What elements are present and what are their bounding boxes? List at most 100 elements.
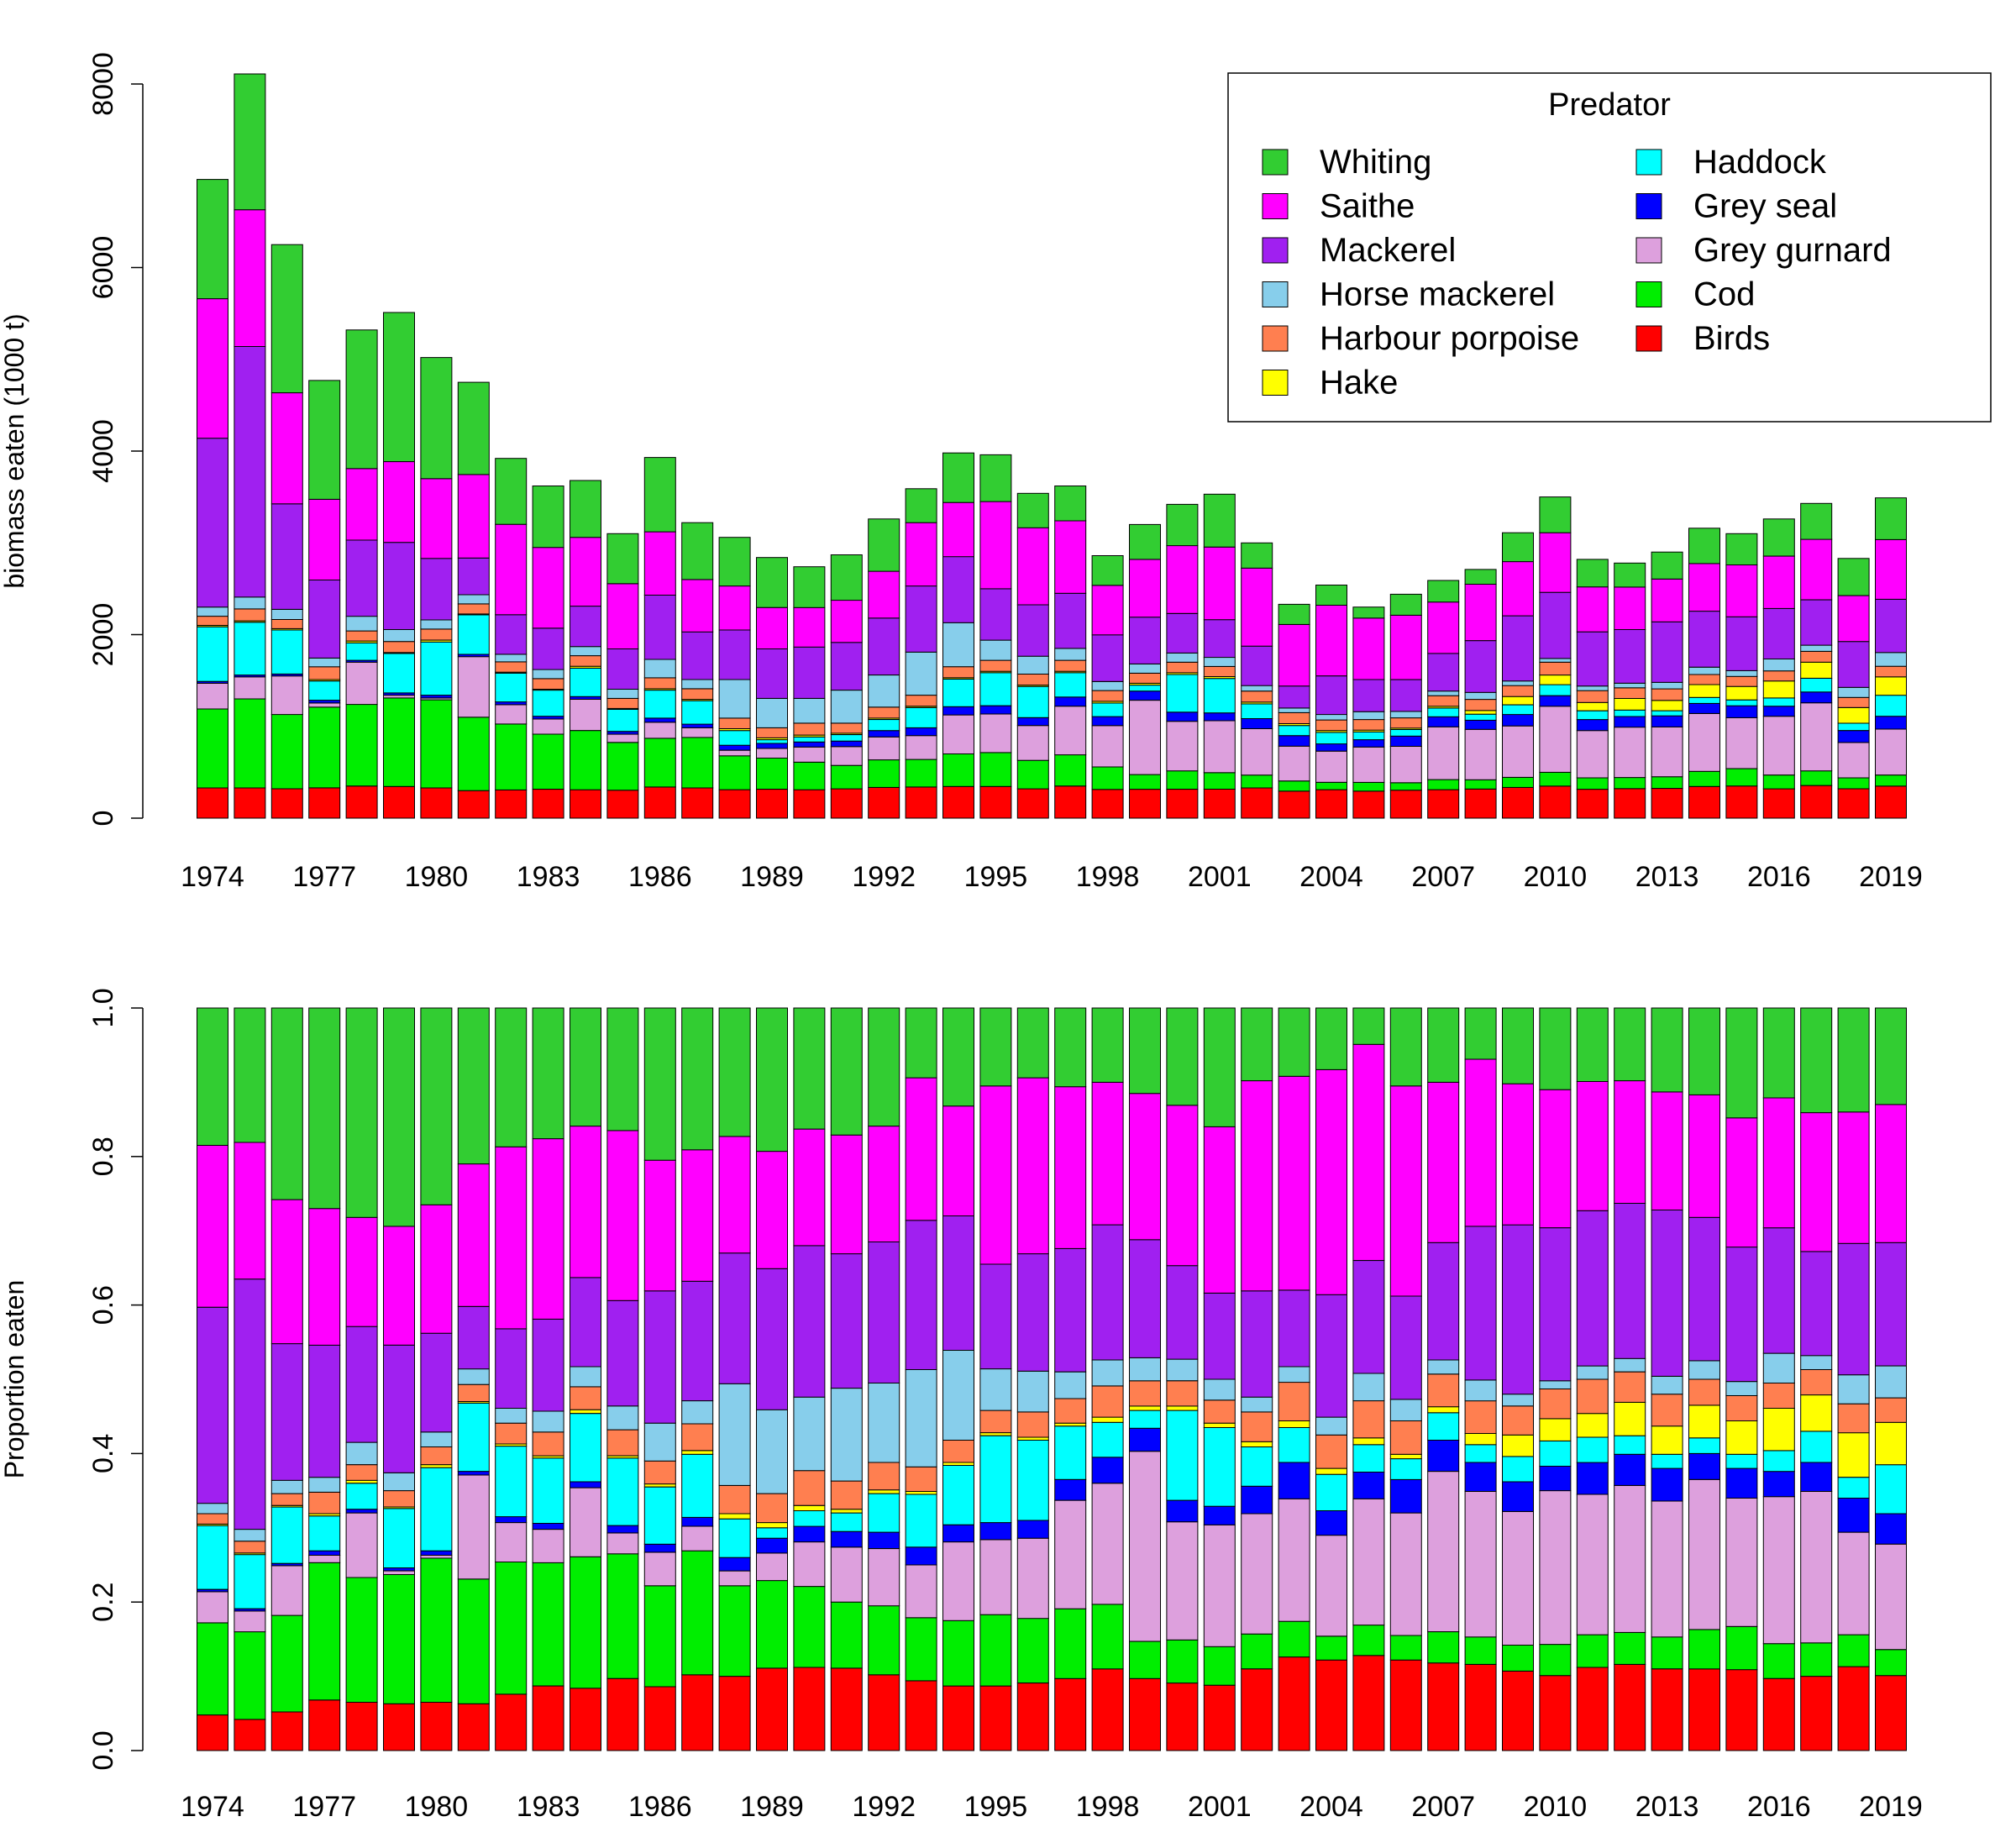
proportion-bar-2005-harbour-porpoise bbox=[1352, 1400, 1385, 1439]
biomass-x-axis: 1974 1977 1980 1983 1986 1989 1992 1995 1998 2001… bbox=[181, 861, 1923, 893]
proportion-bar-1997-grey-gurnard bbox=[1054, 1499, 1087, 1609]
proportion-bar-1997-grey-seal bbox=[1054, 1478, 1087, 1501]
biomass-bar-1976-harbour-porpoise bbox=[270, 619, 303, 629]
biomass-bar-1983-horse-mackerel bbox=[532, 669, 564, 680]
biomass-bar-1999-birds bbox=[1129, 789, 1161, 819]
proportion-bar-1998-whiting bbox=[1091, 1007, 1124, 1083]
biomass-bar-2016-hake bbox=[1762, 680, 1795, 699]
proportion-bar-2004-grey-gurnard bbox=[1315, 1535, 1347, 1637]
proportion-bar-1984-horse-mackerel bbox=[570, 1366, 601, 1388]
proportion-bar-1976-saithe bbox=[270, 1199, 303, 1345]
proportion-bar-1987-hake bbox=[681, 1450, 714, 1455]
biomass-bar-2004-birds bbox=[1315, 789, 1347, 819]
biomass-bar-1975-whiting bbox=[234, 73, 266, 211]
proportion-bar-2010-mackerel bbox=[1539, 1227, 1572, 1382]
proportion-bar-1981-horse-mackerel bbox=[457, 1368, 490, 1385]
biomass-bar-1986-harbour-porpoise bbox=[643, 677, 676, 690]
biomass-bar-2014-saithe bbox=[1688, 563, 1720, 612]
proportion-bar-2013-cod bbox=[1651, 1636, 1683, 1670]
biomass-x-tick-label: 2013 bbox=[1635, 861, 1699, 893]
biomass-bar-1988-grey-seal bbox=[718, 744, 751, 751]
biomass-bar-2012-harbour-porpoise bbox=[1614, 687, 1646, 699]
proportion-bar-2010-hake bbox=[1539, 1418, 1572, 1441]
biomass-bar-2016-saithe bbox=[1762, 555, 1795, 609]
biomass-bar-2011-saithe bbox=[1576, 586, 1609, 633]
biomass-bar-1989-cod bbox=[756, 757, 788, 790]
proportion-bar-1997-haddock bbox=[1054, 1425, 1087, 1480]
proportion-bar-1992-harbour-porpoise bbox=[868, 1462, 900, 1491]
proportion-bar-1980-harbour-porpoise bbox=[420, 1446, 453, 1466]
proportion-bar-1983-harbour-porpoise bbox=[532, 1431, 564, 1457]
proportion-bar-2009-birds bbox=[1502, 1670, 1534, 1751]
proportion-bar-2012-harbour-porpoise bbox=[1614, 1371, 1646, 1403]
biomass-bar-1987-whiting bbox=[681, 522, 714, 580]
biomass-bar-2014-mackerel bbox=[1688, 611, 1720, 668]
biomass-bar-1980-horse-mackerel bbox=[420, 619, 453, 630]
proportion-bar-1996-mackerel bbox=[1016, 1253, 1049, 1372]
proportion-bar-1980-mackerel bbox=[420, 1332, 453, 1433]
proportion-bar-2011-whiting bbox=[1576, 1007, 1609, 1082]
biomass-bar-2005-harbour-porpoise bbox=[1352, 719, 1385, 731]
proportion-bar-2016-mackerel bbox=[1762, 1227, 1795, 1354]
biomass-bar-2001-haddock bbox=[1203, 678, 1236, 714]
legend-title: Predator bbox=[1548, 87, 1671, 123]
proportion-bar-2017-cod bbox=[1800, 1642, 1833, 1677]
biomass-bar-1983-harbour-porpoise bbox=[532, 678, 564, 690]
biomass-bar-2013-harbour-porpoise bbox=[1651, 688, 1683, 701]
biomass-bar-1989-saithe bbox=[756, 606, 788, 649]
biomass-bar-2005-saithe bbox=[1352, 617, 1385, 680]
proportion-x-tick-label: 2013 bbox=[1635, 1791, 1699, 1823]
biomass-bar-2014-cod bbox=[1688, 770, 1720, 787]
biomass-bar-2010-horse-mackerel bbox=[1539, 658, 1572, 663]
biomass-bar-2018-grey-seal bbox=[1837, 730, 1870, 743]
proportion-bar-1983-saithe bbox=[532, 1138, 564, 1320]
proportion-bar-1983-whiting bbox=[532, 1007, 564, 1140]
biomass-bar-1981-grey-gurnard bbox=[457, 656, 490, 718]
biomass-bar-1975-mackerel bbox=[234, 346, 266, 598]
proportion-bar-1977-whiting bbox=[308, 1007, 341, 1210]
biomass-bar-1986-saithe bbox=[643, 531, 676, 596]
biomass-bar-2008-whiting bbox=[1464, 569, 1497, 585]
biomass-bar-1998-grey-seal bbox=[1091, 716, 1124, 727]
biomass-bar-1997-grey-seal bbox=[1054, 696, 1087, 707]
biomass-y-axis: 0 2000 4000 6000 8000 bbox=[87, 52, 144, 826]
biomass-bar-1978-horse-mackerel bbox=[345, 616, 378, 632]
proportion-bar-1977-grey-gurnard bbox=[308, 1555, 341, 1563]
biomass-bar-1988-horse-mackerel bbox=[718, 679, 751, 719]
biomass-bar-2003-grey-seal bbox=[1278, 735, 1310, 747]
biomass-bar-1996-birds bbox=[1016, 788, 1049, 819]
biomass-bar-1996-harbour-porpoise bbox=[1016, 674, 1049, 686]
biomass-bar-1989-horse-mackerel bbox=[756, 697, 788, 728]
biomass-bar-2007-saithe bbox=[1427, 601, 1460, 654]
proportion-bar-2011-saithe bbox=[1576, 1081, 1609, 1211]
biomass-bar-1974-haddock bbox=[197, 626, 228, 682]
biomass-bar-2006-harbour-porpoise bbox=[1389, 717, 1422, 729]
proportion-bar-1984-cod bbox=[570, 1556, 601, 1689]
proportion-bar-2004-horse-mackerel bbox=[1315, 1416, 1347, 1436]
proportion-bar-2000-horse-mackerel bbox=[1166, 1358, 1199, 1382]
biomass-x-tick-label: 2001 bbox=[1188, 861, 1252, 893]
proportion-bar-2018-harbour-porpoise bbox=[1837, 1403, 1870, 1434]
biomass-bar-1986-birds bbox=[643, 786, 676, 819]
proportion-bar-2016-haddock bbox=[1762, 1450, 1795, 1473]
biomass-bar-1987-harbour-porpoise bbox=[681, 688, 714, 701]
proportion-bar-1994-grey-gurnard bbox=[942, 1541, 974, 1621]
proportion-bar-2013-grey-gurnard bbox=[1651, 1500, 1683, 1638]
proportion-bar-2008-harbour-porpoise bbox=[1464, 1400, 1497, 1434]
proportion-bar-1992-whiting bbox=[868, 1007, 900, 1127]
biomass-x-tick-label: 2019 bbox=[1859, 861, 1923, 893]
biomass-x-tick-label: 1992 bbox=[852, 861, 916, 893]
proportion-bar-2008-birds bbox=[1464, 1664, 1497, 1751]
proportion-bar-2015-harbour-porpoise bbox=[1725, 1394, 1758, 1422]
proportion-y-tick-label: 0.6 bbox=[87, 1285, 119, 1325]
proportion-bar-1978-haddock bbox=[345, 1483, 378, 1510]
biomass-bar-1999-mackerel bbox=[1129, 617, 1161, 664]
proportion-bar-1996-horse-mackerel bbox=[1016, 1370, 1049, 1413]
biomass-bar-1999-whiting bbox=[1129, 523, 1161, 560]
proportion-bar-1985-hake bbox=[606, 1455, 639, 1459]
proportion-bar-1980-birds bbox=[420, 1702, 453, 1751]
biomass-bar-1999-grey-gurnard bbox=[1129, 700, 1161, 775]
biomass-bar-2013-horse-mackerel bbox=[1651, 681, 1683, 690]
proportion-bar-1983-cod bbox=[532, 1562, 564, 1687]
proportion-bar-2002-mackerel bbox=[1241, 1290, 1273, 1398]
